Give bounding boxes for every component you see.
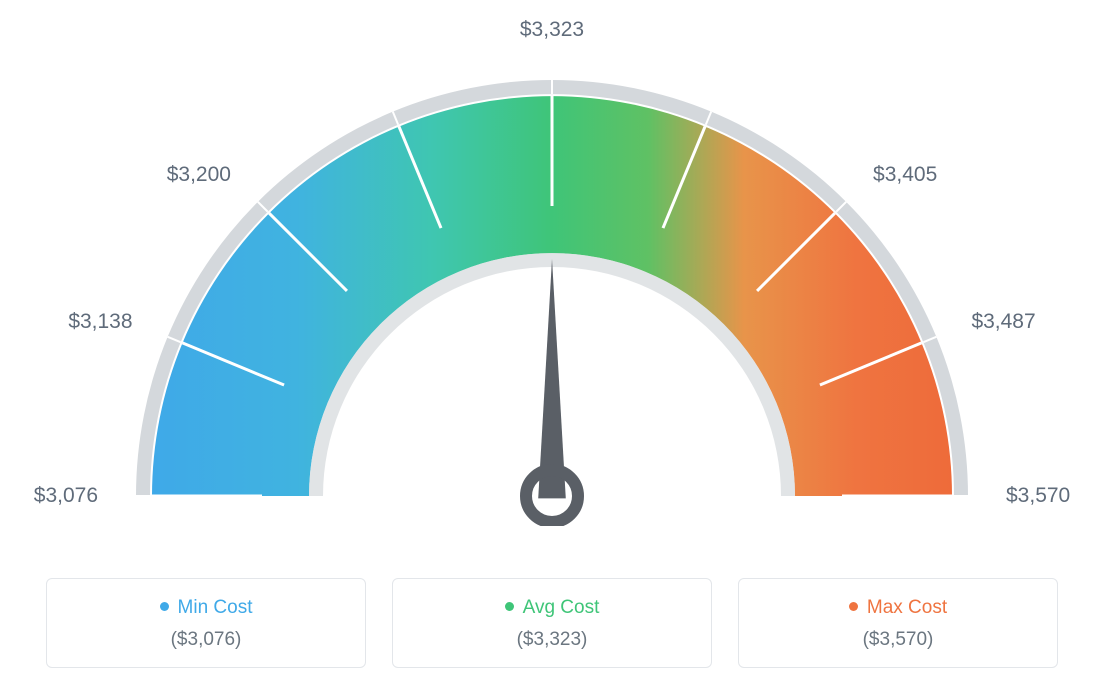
legend-title-min: Min Cost	[47, 597, 365, 619]
legend-card-avg: Avg Cost ($3,323)	[392, 578, 712, 668]
gauge-tick-label: $3,405	[873, 163, 937, 187]
gauge-tick-label: $3,323	[520, 18, 584, 42]
gauge-tick-label: $3,076	[34, 484, 98, 508]
gauge-tick-label: $3,570	[1006, 484, 1070, 508]
legend-title-max: Max Cost	[739, 597, 1057, 619]
gauge-svg	[92, 56, 1012, 526]
gauge-needle	[538, 259, 566, 498]
legend-title-avg: Avg Cost	[393, 597, 711, 619]
legend-card-min: Min Cost ($3,076)	[46, 578, 366, 668]
cost-gauge: $3,076$3,138$3,200$3,323$3,405$3,487$3,5…	[92, 56, 1012, 526]
legend-value-avg: ($3,323)	[393, 629, 711, 651]
legend-value-min: ($3,076)	[47, 629, 365, 651]
gauge-tick-label: $3,487	[971, 310, 1035, 334]
legend-card-max: Max Cost ($3,570)	[738, 578, 1058, 668]
gauge-tick-label: $3,138	[68, 310, 132, 334]
legend-row: Min Cost ($3,076) Avg Cost ($3,323) Max …	[46, 578, 1058, 668]
legend-value-max: ($3,570)	[739, 629, 1057, 651]
gauge-tick-label: $3,200	[167, 163, 231, 187]
